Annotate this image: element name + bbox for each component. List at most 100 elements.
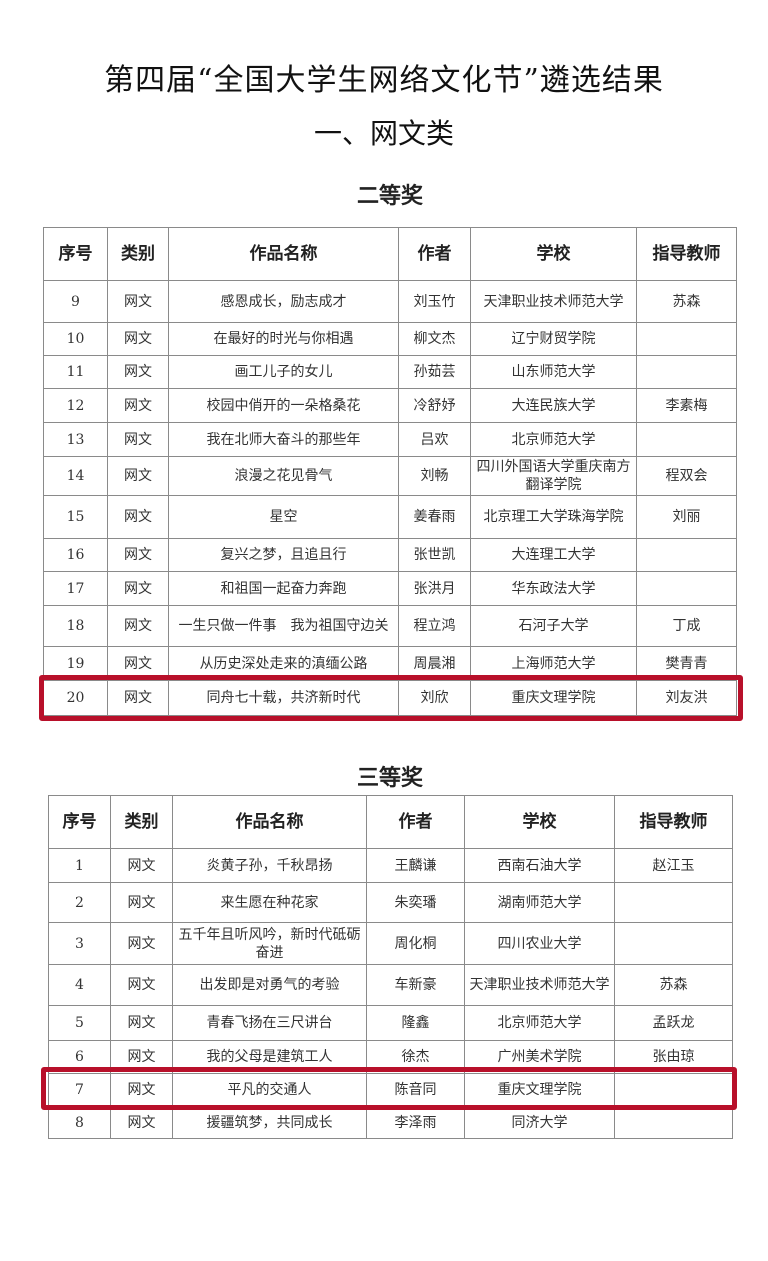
cell-author: 刘玉竹 [398, 280, 471, 323]
table-row: 20 网文 同舟七十载，共济新时代 刘欣 重庆文理学院 刘友洪 [43, 680, 737, 716]
cell-author: 姜春雨 [398, 495, 471, 539]
table-row: 7 网文 平凡的交通人 陈音同 重庆文理学院 [48, 1073, 733, 1107]
cell-advisor: 苏森 [614, 964, 733, 1006]
cell-work-title: 同舟七十载，共济新时代 [168, 680, 399, 716]
cell-author: 陈音同 [366, 1073, 465, 1107]
cell-work-title: 从历史深处走来的滇缅公路 [168, 646, 399, 681]
cell-work-title: 我的父母是建筑工人 [172, 1040, 367, 1074]
cell-advisor: 赵江玉 [614, 848, 733, 883]
cell-category: 网文 [107, 680, 169, 716]
table-row: 6 网文 我的父母是建筑工人 徐杰 广州美术学院 张由琼 [48, 1040, 733, 1074]
cell-author: 刘欣 [398, 680, 471, 716]
cell-school: 北京师范大学 [470, 422, 637, 457]
cell-index: 18 [43, 605, 108, 647]
col-header-index: 序号 [43, 227, 108, 281]
cell-index: 12 [43, 388, 108, 423]
cell-advisor: 孟跃龙 [614, 1005, 733, 1041]
cell-index: 9 [43, 280, 108, 323]
cell-author: 张洪月 [398, 571, 471, 606]
cell-work-title: 一生只做一件事 我为祖国守边关 [168, 605, 399, 647]
cell-school: 湖南师范大学 [464, 882, 615, 923]
table-row: 9 网文 感恩成长，励志成才 刘玉竹 天津职业技术师范大学 苏森 [43, 280, 737, 323]
cell-author: 刘畅 [398, 456, 471, 496]
cell-category: 网文 [110, 882, 173, 923]
cell-author: 吕欢 [398, 422, 471, 457]
table-row: 19 网文 从历史深处走来的滇缅公路 周晨湘 上海师范大学 樊青青 [43, 646, 737, 681]
cell-category: 网文 [110, 922, 173, 965]
table-row: 13 网文 我在北师大奋斗的那些年 吕欢 北京师范大学 [43, 422, 737, 457]
cell-index: 17 [43, 571, 108, 606]
cell-school: 四川农业大学 [464, 922, 615, 965]
cell-work-title: 复兴之梦，且追且行 [168, 538, 399, 572]
cell-school: 大连民族大学 [470, 388, 637, 423]
cell-advisor: 丁成 [636, 605, 737, 647]
cell-work-title: 援疆筑梦，共同成长 [172, 1106, 367, 1139]
cell-advisor [614, 1073, 733, 1107]
cell-advisor [614, 882, 733, 923]
cell-school: 广州美术学院 [464, 1040, 615, 1074]
cell-index: 11 [43, 355, 108, 389]
cell-index: 10 [43, 322, 108, 356]
table-row: 2 网文 来生愿在种花家 朱奕璠 湖南师范大学 [48, 882, 733, 923]
col-header-school: 学校 [470, 227, 637, 281]
cell-index: 16 [43, 538, 108, 572]
col-header-work: 作品名称 [168, 227, 399, 281]
cell-work-title: 平凡的交通人 [172, 1073, 367, 1107]
table-header-row: 序号 类别 作品名称 作者 学校 指导教师 [43, 227, 737, 281]
col-header-category: 类别 [107, 227, 169, 281]
cell-advisor [614, 922, 733, 965]
cell-category: 网文 [110, 1005, 173, 1041]
cell-school: 石河子大学 [470, 605, 637, 647]
cell-advisor [636, 422, 737, 457]
cell-author: 孙茹芸 [398, 355, 471, 389]
cell-category: 网文 [110, 1040, 173, 1074]
cell-work-title: 画工儿子的女儿 [168, 355, 399, 389]
cell-category: 网文 [107, 388, 169, 423]
table-row: 4 网文 出发即是对勇气的考验 车新豪 天津职业技术师范大学 苏森 [48, 964, 733, 1006]
second-prize-table: 序号 类别 作品名称 作者 学校 指导教师 9 网文 感恩成长，励志成才 刘玉竹 天津职… [43, 227, 737, 716]
cell-index: 5 [48, 1005, 111, 1041]
cell-work-title: 和祖国一起奋力奔跑 [168, 571, 399, 606]
cell-advisor [636, 322, 737, 356]
table-row: 16 网文 复兴之梦，且追且行 张世凯 大连理工大学 [43, 538, 737, 572]
cell-category: 网文 [107, 538, 169, 572]
cell-work-title: 出发即是对勇气的考验 [172, 964, 367, 1006]
table-row: 18 网文 一生只做一件事 我为祖国守边关 程立鸿 石河子大学 丁成 [43, 605, 737, 647]
col-header-category: 类别 [110, 795, 173, 849]
cell-category: 网文 [110, 1106, 173, 1139]
cell-category: 网文 [107, 646, 169, 681]
cell-category: 网文 [110, 848, 173, 883]
cell-author: 周晨湘 [398, 646, 471, 681]
cell-index: 14 [43, 456, 108, 496]
third-prize-table: 序号 类别 作品名称 作者 学校 指导教师 1 网文 炎黄子孙，千秋昂扬 王麟谦 西南石… [48, 795, 733, 1139]
cell-work-title: 青春飞扬在三尺讲台 [172, 1005, 367, 1041]
table-row: 14 网文 浪漫之花见骨气 刘畅 四川外国语大学重庆南方翻译学院 程双会 [43, 456, 737, 496]
table-row: 17 网文 和祖国一起奋力奔跑 张洪月 华东政法大学 [43, 571, 737, 606]
col-header-advisor: 指导教师 [636, 227, 737, 281]
cell-school: 山东师范大学 [470, 355, 637, 389]
cell-school: 大连理工大学 [470, 538, 637, 572]
cell-work-title: 炎黄子孙，千秋昂扬 [172, 848, 367, 883]
cell-index: 3 [48, 922, 111, 965]
cell-category: 网文 [107, 322, 169, 356]
cell-work-title: 在最好的时光与你相遇 [168, 322, 399, 356]
cell-category: 网文 [107, 355, 169, 389]
cell-advisor [636, 355, 737, 389]
cell-index: 8 [48, 1106, 111, 1139]
cell-work-title: 浪漫之花见骨气 [168, 456, 399, 496]
cell-advisor: 张由琼 [614, 1040, 733, 1074]
cell-author: 隆鑫 [366, 1005, 465, 1041]
cell-author: 冷舒妤 [398, 388, 471, 423]
cell-school: 重庆文理学院 [464, 1073, 615, 1107]
cell-advisor: 樊青青 [636, 646, 737, 681]
cell-author: 张世凯 [398, 538, 471, 572]
cell-work-title: 来生愿在种花家 [172, 882, 367, 923]
cell-index: 4 [48, 964, 111, 1006]
table-row: 12 网文 校园中俏开的一朵格桑花 冷舒妤 大连民族大学 李素梅 [43, 388, 737, 423]
cell-advisor: 苏森 [636, 280, 737, 323]
cell-category: 网文 [107, 280, 169, 323]
cell-author: 车新豪 [366, 964, 465, 1006]
cell-school: 北京师范大学 [464, 1005, 615, 1041]
cell-advisor: 程双会 [636, 456, 737, 496]
cell-school: 四川外国语大学重庆南方翻译学院 [470, 456, 637, 496]
